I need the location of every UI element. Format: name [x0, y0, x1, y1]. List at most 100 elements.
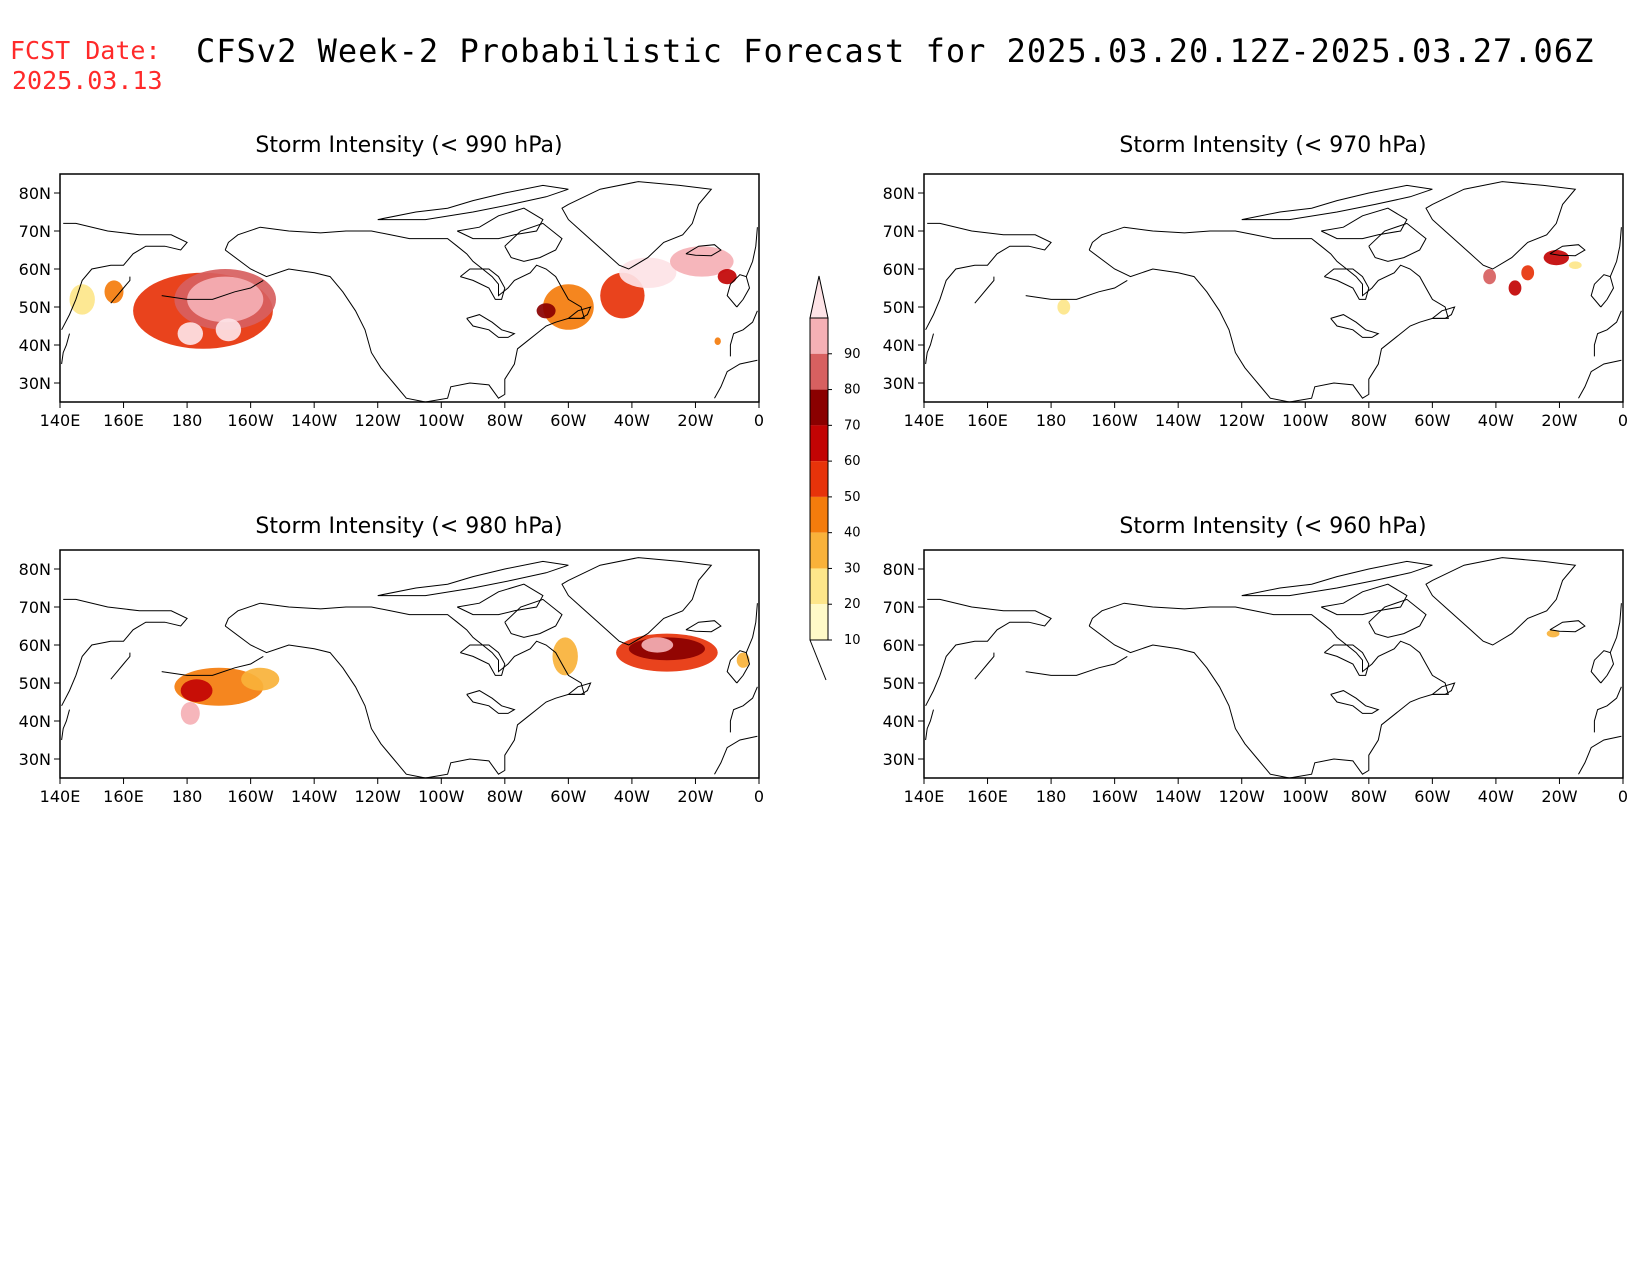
lat-tick-label: 80N [883, 560, 915, 579]
coastline-segment [1609, 227, 1622, 277]
panel-title-990: Storm Intensity (< 990 hPa) [255, 133, 562, 158]
colorbar-bottom-tail [809, 639, 827, 681]
lon-tick-label: 160W [1091, 787, 1138, 806]
prob-blob-p980-2 [180, 702, 200, 725]
lon-tick-label: 80W [487, 411, 523, 430]
colorbar-segment [810, 532, 828, 569]
colorbar-segment [810, 353, 828, 390]
prob-blob-p990-1 [104, 280, 124, 304]
lon-tick-label: 100W [418, 411, 465, 430]
coastline-segment [61, 222, 188, 331]
prob-blob-p980-8 [736, 652, 750, 668]
coastline-segment [729, 686, 758, 733]
lat-tick-label: 30N [883, 750, 915, 769]
coastline-segment [1590, 650, 1615, 684]
lon-tick-label: 60W [1414, 787, 1450, 806]
prob-blob-p970-3 [1521, 265, 1535, 281]
axis-ticks-990: 140E 160E 180 160W 140W 120W 100W 80W 60W 40W 20W 0… [19, 184, 764, 430]
colorbar-label: 20 [844, 597, 861, 612]
lon-tick-label: 80W [1351, 411, 1387, 430]
prob-blob-p990-12 [717, 269, 737, 285]
prob-blob-p960-0 [1546, 629, 1560, 638]
coastline-segment [377, 184, 569, 221]
coastline-segment [1368, 598, 1427, 638]
coastline-segment [925, 333, 934, 365]
map-frame-980 [59, 549, 760, 779]
colorbar-label: 40 [844, 526, 861, 541]
prob-blob-p990-6 [215, 318, 242, 342]
lon-tick-label: 160W [1091, 411, 1138, 430]
coastline-segment [685, 244, 722, 257]
colorbar-segment [810, 568, 828, 605]
lon-tick-label: 120W [355, 787, 402, 806]
coastline-segment [456, 207, 544, 240]
probability-field-970 [1057, 250, 1582, 315]
coastline-segment [377, 560, 569, 597]
probability-field-960 [1546, 629, 1560, 638]
lat-tick-label: 30N [19, 750, 51, 769]
panel-960hpa: Storm Intensity (< 960 hPa) 140E 160E 180 1… [883, 514, 1628, 806]
lon-tick-label: 100W [1282, 787, 1329, 806]
colorbar-segment [810, 318, 828, 354]
lon-tick-label: 120W [1219, 411, 1266, 430]
prob-blob-p970-2 [1508, 280, 1522, 296]
lon-tick-label: 100W [1282, 411, 1329, 430]
coastline-segment [1241, 560, 1433, 597]
coastline-segment [1578, 359, 1622, 399]
coastline-segment [925, 598, 1052, 707]
coastline-segment [729, 310, 758, 357]
coastline-segment [110, 652, 131, 680]
lon-tick-label: 20W [1541, 787, 1577, 806]
lon-tick-label: 20W [677, 411, 713, 430]
coastline-segment [459, 644, 506, 676]
map-frame-990 [59, 173, 760, 403]
coastline-segment [1320, 583, 1408, 616]
coastline-segment [714, 359, 758, 399]
coastline-segment [110, 276, 131, 304]
colorbar-label: 60 [844, 454, 861, 469]
coastline-segment [1549, 244, 1586, 257]
lon-tick-label: 140E [40, 787, 81, 806]
prob-blob-p990-4 [187, 276, 264, 323]
lon-tick-label: 140W [291, 787, 338, 806]
coastline-segment [61, 709, 70, 741]
lon-tick-label: 140W [1155, 411, 1202, 430]
prob-blob-p980-1 [180, 679, 213, 702]
coastline-segment [726, 650, 751, 684]
coastline-segment [1330, 690, 1380, 714]
coastline-segment [1330, 314, 1380, 338]
coastline-segment [1609, 603, 1622, 653]
lat-tick-label: 60N [19, 636, 51, 655]
coastline-segment [1320, 207, 1408, 240]
coastline-segment [1432, 682, 1456, 695]
panel-title-960: Storm Intensity (< 960 hPa) [1119, 514, 1426, 539]
prob-blob-p990-8 [536, 303, 556, 319]
colorbar-label: 10 [844, 633, 861, 648]
lon-tick-label: 140E [904, 411, 945, 430]
panel-990hpa: Storm Intensity (< 990 hPa) 140E 160E 180 1… [19, 133, 764, 430]
colorbar-label: 90 [844, 347, 861, 362]
lat-tick-label: 40N [19, 712, 51, 731]
colorbar-segment [810, 425, 828, 462]
prob-blob-p970-5 [1568, 261, 1582, 270]
lon-tick-label: 180 [1036, 411, 1067, 430]
coastline-970 [925, 181, 1622, 402]
lon-tick-label: 0 [754, 787, 764, 806]
coastline-segment [1593, 310, 1622, 357]
lat-tick-label: 70N [883, 222, 915, 241]
lon-tick-label: 60W [550, 411, 586, 430]
coastline-segment [61, 333, 70, 365]
prob-blob-p990-0 [69, 284, 95, 315]
coastline-segment [1593, 686, 1622, 733]
colorbar-label: 70 [844, 418, 861, 433]
colorbar-label: 30 [844, 561, 861, 576]
coastline-segment [568, 306, 592, 319]
map-frame-960 [923, 549, 1624, 779]
lat-tick-label: 60N [19, 260, 51, 279]
coastline-segment [925, 709, 934, 741]
coastline-segment [1025, 655, 1128, 676]
lon-tick-label: 160E [967, 411, 1008, 430]
coastline-segment [466, 314, 516, 338]
map-frame-970 [923, 173, 1624, 403]
coastline-segment [1425, 181, 1577, 270]
